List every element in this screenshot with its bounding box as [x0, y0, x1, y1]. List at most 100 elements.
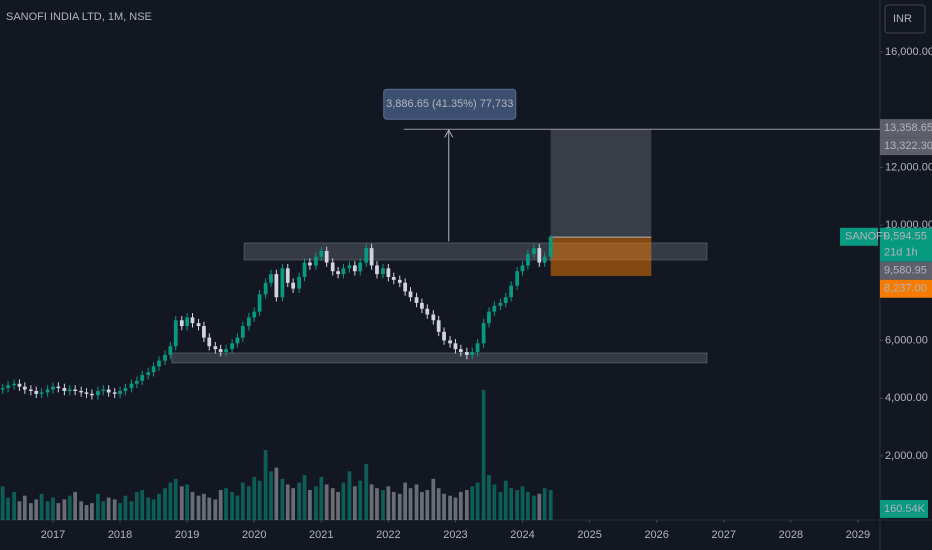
volume-bar [106, 497, 111, 520]
volume-bar [297, 482, 302, 520]
candle-body [285, 268, 290, 283]
volume-bar [28, 503, 33, 520]
volume-bar [235, 495, 240, 520]
countdown-label: 21d 1h [884, 247, 918, 259]
candle-body [151, 366, 156, 373]
x-tick-label: 2021 [309, 529, 333, 541]
candle-body [51, 386, 55, 390]
volume-bar [252, 476, 257, 520]
volume-bar [470, 486, 475, 520]
candle-body [336, 271, 340, 275]
x-tick-label: 2019 [175, 529, 199, 541]
price-tag [880, 261, 932, 280]
volume-bar [498, 491, 503, 520]
price-tag [880, 227, 932, 262]
volume-bar [375, 488, 379, 520]
measure-label-box [383, 88, 517, 120]
candle-body [240, 326, 245, 338]
volume-bar [314, 486, 318, 520]
volume-bar [39, 493, 44, 520]
volume-bar [123, 495, 128, 520]
candle-body [498, 302, 503, 306]
candle-body [425, 308, 430, 315]
volume-bar [503, 480, 508, 520]
x-tick-label: 2017 [41, 529, 65, 541]
volume-bar [101, 501, 106, 520]
candle-body [185, 317, 190, 327]
candle-body [257, 294, 262, 312]
candle-body [157, 360, 161, 367]
volume-bar [207, 497, 212, 520]
candle-body [123, 388, 128, 391]
candle-body [129, 383, 134, 389]
volume-bar [453, 497, 458, 520]
volume-bar [341, 482, 346, 520]
volume-bar [308, 490, 312, 520]
candle-body [252, 311, 257, 318]
volume-bar [520, 486, 525, 520]
candle-body [414, 297, 419, 303]
candle-body [369, 248, 374, 266]
volume-bar [526, 491, 530, 520]
candle-body [520, 265, 525, 272]
candle-body [487, 311, 491, 324]
volume-bar [56, 503, 61, 520]
candle-body [503, 297, 508, 303]
volume-bar [347, 471, 352, 520]
volume-bar [163, 488, 167, 520]
currency-label[interactable]: INR [893, 13, 912, 25]
candle-body [196, 323, 201, 327]
volume-bar [515, 490, 520, 520]
candle-body [202, 326, 206, 338]
candle-body [302, 262, 307, 277]
price-tag-label: 9,580.95 [884, 265, 927, 277]
volume-bar [364, 463, 369, 520]
chart-title: SANOFI INDIA LTD, 1M, NSE [6, 11, 152, 23]
candle-body [381, 268, 385, 275]
candle-body [84, 392, 89, 394]
candle-body [163, 354, 167, 361]
volume-bar [73, 491, 78, 520]
candle-body [453, 343, 458, 350]
volume-bar [90, 503, 94, 520]
x-tick-label: 2028 [779, 529, 803, 541]
volume-bar [386, 486, 391, 520]
candle-body [324, 251, 329, 263]
volume-bar [0, 486, 5, 520]
currency-button[interactable] [884, 4, 926, 34]
volume-bar [118, 503, 122, 520]
candle-body [297, 276, 302, 289]
y-tick-label: 12,000.00 [885, 161, 932, 173]
candle-body [391, 276, 396, 280]
volume-bar [173, 478, 178, 520]
volume-bar [34, 499, 39, 520]
volume-bar [330, 488, 335, 520]
volume-bar [185, 484, 190, 520]
candle-body [542, 256, 547, 263]
candle-body [140, 375, 145, 381]
candle-body [134, 380, 139, 384]
volume-bar [408, 488, 413, 520]
volume-bar [263, 449, 268, 520]
volume-bar [6, 497, 10, 520]
x-tick-label: 2027 [712, 529, 736, 541]
candle-body [492, 305, 497, 312]
candle-body [235, 337, 240, 344]
volume-bar [257, 480, 262, 520]
candle-body [330, 262, 335, 272]
candle-body [442, 331, 446, 341]
x-tick-label: 2025 [577, 529, 601, 541]
candle-body [397, 279, 402, 283]
candle-body [269, 274, 273, 283]
volume-bar [157, 493, 161, 520]
measure-label: 3,886.65 (41.35%) 77,733 [386, 98, 513, 110]
candle-body [532, 248, 536, 254]
candle-body [526, 253, 530, 266]
measure-arrowhead [444, 129, 454, 138]
volume-bar [62, 499, 67, 520]
candle-body [470, 352, 475, 355]
volume-bar [202, 493, 206, 520]
y-tick-label: 6,000.00 [885, 334, 928, 346]
price-tag [880, 119, 932, 138]
